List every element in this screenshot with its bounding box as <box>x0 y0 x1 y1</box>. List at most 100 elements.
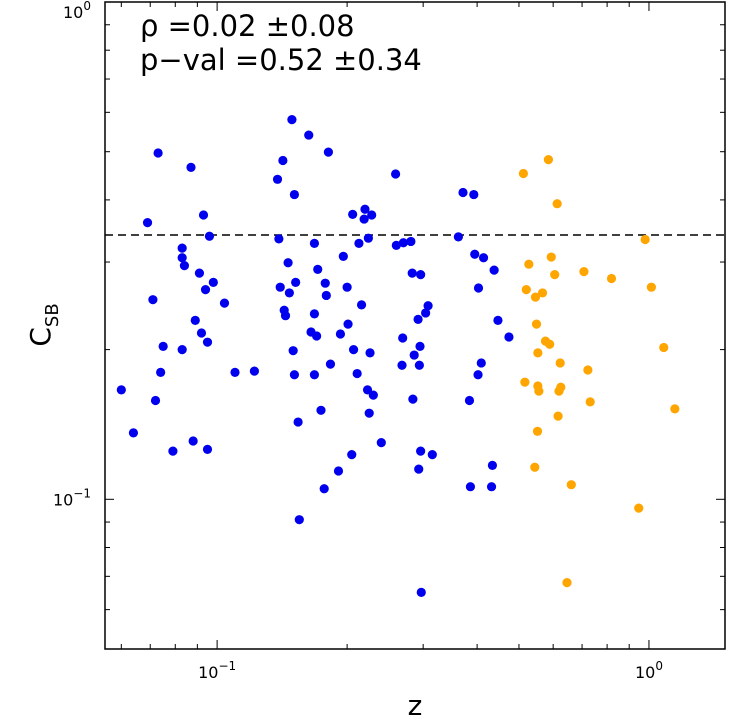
data-point <box>413 314 423 325</box>
data-point <box>304 130 314 140</box>
y-axis-title-base: C <box>24 327 57 347</box>
data-point <box>465 482 476 492</box>
annotation-pval: p−val =0.52 ±0.34 <box>140 43 422 77</box>
data-point <box>356 300 367 310</box>
data-point <box>219 298 230 308</box>
data-point <box>391 169 401 179</box>
data-point <box>423 301 433 311</box>
data-point <box>473 283 484 293</box>
data-point <box>476 358 486 368</box>
data-point <box>469 189 479 200</box>
data-point <box>320 278 330 288</box>
data-point <box>278 155 288 166</box>
data-point <box>427 449 437 460</box>
data-point <box>670 404 680 414</box>
data-point <box>284 288 294 298</box>
data-point <box>333 466 344 476</box>
x-tick-label: 100 <box>635 659 663 682</box>
data-point <box>473 370 483 380</box>
data-point <box>177 243 187 253</box>
data-point <box>365 348 375 358</box>
data-point <box>325 359 336 369</box>
data-point <box>204 231 215 241</box>
data-point <box>291 277 301 287</box>
data-point <box>546 252 556 262</box>
data-point <box>323 147 333 157</box>
data-point <box>309 309 320 319</box>
data-point <box>153 148 163 158</box>
data-point <box>415 341 425 351</box>
y-axis-title: CSB <box>24 303 63 346</box>
data-point <box>309 370 320 380</box>
data-point <box>179 261 190 271</box>
data-point <box>200 285 211 295</box>
data-point <box>230 367 240 377</box>
data-point <box>464 395 475 406</box>
data-point <box>196 328 207 338</box>
data-point <box>313 264 323 274</box>
data-point <box>470 249 480 259</box>
data-point <box>128 428 139 438</box>
data-point <box>202 337 213 347</box>
data-point <box>249 366 260 376</box>
data-point <box>275 282 285 292</box>
data-point <box>537 288 548 298</box>
data-point <box>524 259 534 269</box>
data-point <box>531 319 542 329</box>
data-point <box>289 189 300 200</box>
data-point <box>360 204 370 214</box>
data-point <box>376 438 386 448</box>
data-point <box>321 290 331 301</box>
data-point <box>168 446 178 456</box>
data-point <box>391 240 401 251</box>
data-point <box>348 209 358 220</box>
data-point <box>190 315 200 325</box>
data-point <box>177 345 187 355</box>
data-point <box>347 449 357 460</box>
data-point <box>414 464 424 474</box>
data-point <box>493 315 503 325</box>
data-point <box>585 397 595 407</box>
data-point <box>354 238 364 249</box>
data-point <box>194 268 205 278</box>
y-tick-label-base: 10 <box>63 3 83 22</box>
data-point <box>359 214 369 224</box>
data-point <box>532 426 543 436</box>
data-point <box>489 265 499 275</box>
data-point <box>566 480 576 490</box>
data-point <box>398 238 408 248</box>
data-point <box>478 253 489 263</box>
data-point <box>288 346 298 356</box>
data-point <box>409 350 419 360</box>
data-point <box>530 462 540 472</box>
data-point <box>487 460 498 470</box>
data-point <box>550 270 560 280</box>
data-point <box>312 331 322 341</box>
data-point <box>397 360 407 370</box>
data-point <box>198 210 209 220</box>
plot-frame <box>104 1 726 650</box>
y-tick-label-exponent: −1 <box>73 486 91 500</box>
data-point <box>518 168 529 179</box>
x-tick-label-base: 10 <box>635 663 655 682</box>
x-tick-label-exponent: 0 <box>655 659 663 673</box>
data-point <box>142 218 153 228</box>
data-point <box>406 236 416 247</box>
data-point <box>156 367 166 377</box>
data-point <box>556 382 566 392</box>
data-point <box>545 339 555 349</box>
data-point <box>543 155 554 165</box>
data-point <box>338 251 348 261</box>
data-point <box>421 308 431 318</box>
data-point <box>319 484 329 494</box>
data-point <box>562 577 572 588</box>
data-point <box>186 162 196 172</box>
data-point <box>458 187 468 198</box>
data-point <box>316 405 326 415</box>
data-point <box>309 238 320 249</box>
points-layer <box>116 115 680 597</box>
data-point <box>294 515 304 525</box>
